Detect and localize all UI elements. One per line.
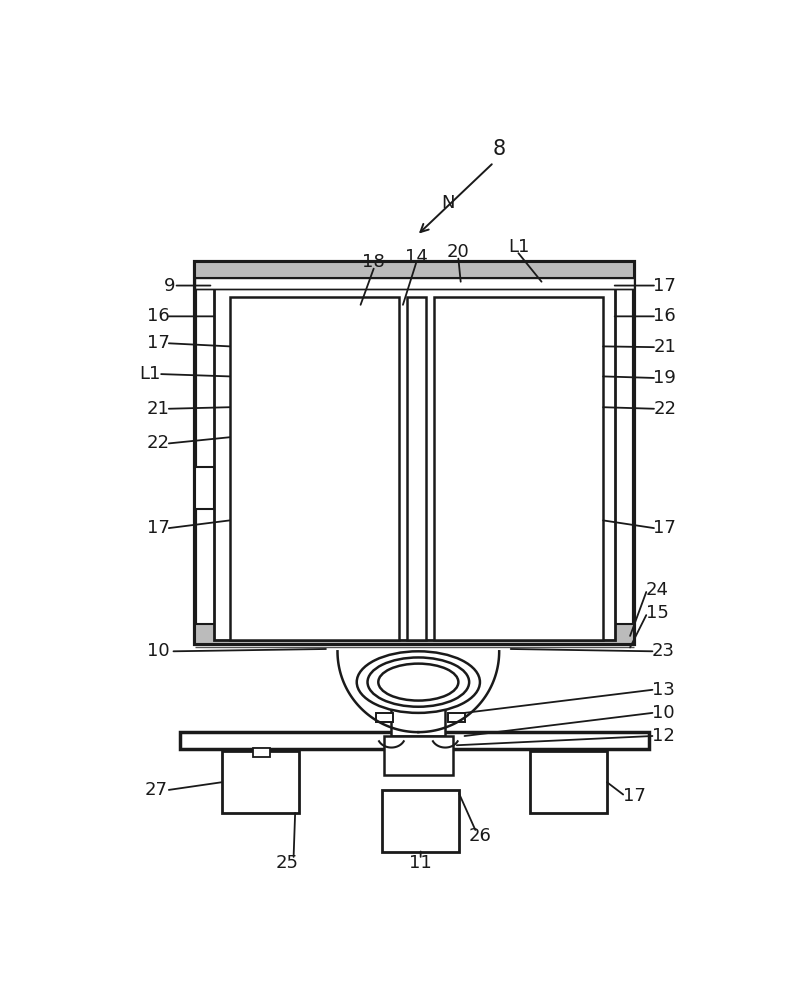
Text: 17: 17 bbox=[147, 519, 170, 537]
Bar bbox=[195, 262, 634, 644]
Ellipse shape bbox=[368, 657, 469, 707]
Text: 22: 22 bbox=[653, 400, 676, 418]
Text: L1: L1 bbox=[140, 365, 161, 383]
Text: 13: 13 bbox=[652, 681, 675, 699]
Text: 21: 21 bbox=[147, 400, 170, 418]
Bar bbox=[195, 466, 214, 509]
Text: 17: 17 bbox=[622, 787, 646, 805]
Text: 18: 18 bbox=[362, 253, 385, 271]
Bar bbox=[214, 278, 615, 640]
Ellipse shape bbox=[357, 651, 480, 713]
Text: 26: 26 bbox=[469, 827, 491, 845]
Bar bbox=[530, 751, 607, 813]
Bar bbox=[195, 278, 634, 289]
Text: 8: 8 bbox=[493, 139, 506, 159]
Bar bbox=[229, 297, 399, 640]
Bar bbox=[195, 262, 634, 278]
Text: 21: 21 bbox=[654, 338, 676, 356]
Bar bbox=[448, 713, 464, 722]
Text: 12: 12 bbox=[652, 727, 675, 745]
Bar bbox=[195, 624, 634, 644]
Text: 16: 16 bbox=[654, 307, 676, 325]
Text: 14: 14 bbox=[405, 248, 427, 266]
Text: 10: 10 bbox=[147, 642, 169, 660]
Bar bbox=[222, 751, 299, 813]
Bar bbox=[384, 736, 453, 774]
Text: N: N bbox=[441, 194, 454, 212]
Text: 23: 23 bbox=[652, 642, 675, 660]
Text: 17: 17 bbox=[654, 277, 676, 295]
Text: 22: 22 bbox=[147, 434, 170, 452]
Text: 17: 17 bbox=[147, 334, 170, 352]
Bar bbox=[382, 790, 459, 851]
Text: 15: 15 bbox=[646, 604, 668, 622]
Text: 24: 24 bbox=[646, 581, 668, 599]
Text: 19: 19 bbox=[654, 369, 676, 387]
Bar bbox=[407, 297, 426, 640]
Text: 20: 20 bbox=[447, 243, 470, 261]
Text: 10: 10 bbox=[652, 704, 675, 722]
Text: 11: 11 bbox=[409, 854, 432, 872]
Bar bbox=[391, 698, 445, 736]
Text: L1: L1 bbox=[508, 238, 529, 256]
Bar bbox=[253, 748, 270, 757]
Text: 16: 16 bbox=[147, 307, 169, 325]
Bar bbox=[376, 713, 393, 722]
Text: 27: 27 bbox=[145, 781, 168, 799]
Bar bbox=[180, 732, 650, 749]
Text: 25: 25 bbox=[276, 854, 299, 872]
Bar bbox=[434, 297, 603, 640]
Text: 9: 9 bbox=[164, 277, 175, 295]
Text: 17: 17 bbox=[654, 519, 676, 537]
Ellipse shape bbox=[378, 664, 458, 701]
